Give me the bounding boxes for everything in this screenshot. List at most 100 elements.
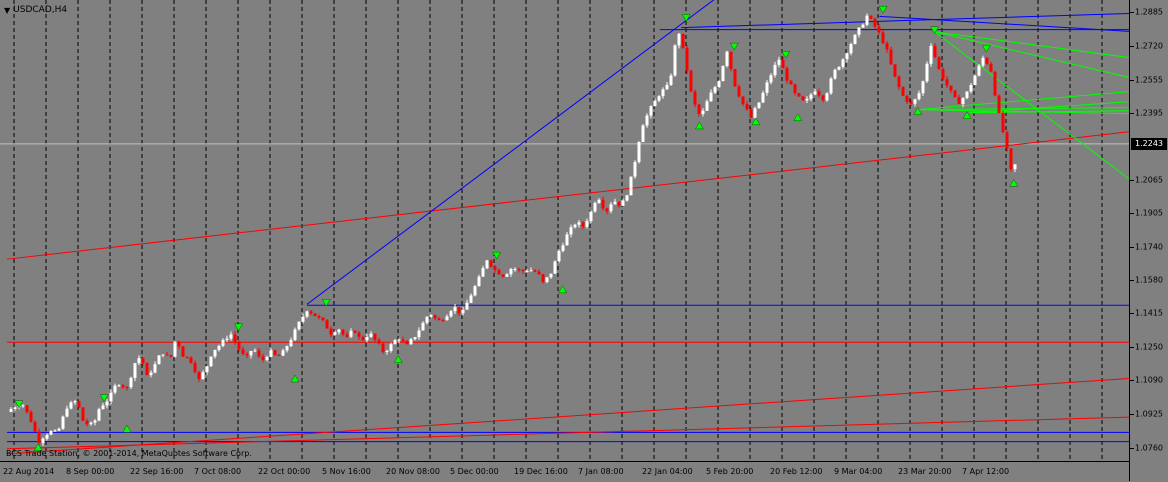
bear-candle — [233, 334, 237, 342]
bear-candle — [373, 333, 377, 340]
price-tick-mark — [1130, 347, 1134, 349]
price-axis[interactable]: 1.2885 1.2720 1.2555 1.2395 1.2065 1.1905 1.17… — [1129, 0, 1168, 481]
bull-candle — [625, 195, 629, 201]
bull-candle — [289, 339, 293, 347]
price-tick-mark — [1130, 279, 1134, 281]
fractal-up-marker — [234, 323, 244, 332]
chart-title[interactable]: ▼ USDCAD,H4 — [4, 3, 67, 17]
bear-candle — [197, 372, 201, 380]
price-tick-mark — [1130, 380, 1134, 382]
bull-candle — [853, 34, 857, 44]
bull-candle — [249, 350, 253, 356]
bear-candle — [1005, 132, 1009, 149]
price-chart-plot[interactable] — [0, 0, 1129, 461]
bear-candle — [441, 320, 445, 322]
trend-line[interactable] — [934, 31, 1129, 184]
bear-candle — [245, 353, 249, 356]
trend-line[interactable] — [934, 31, 1129, 59]
bear-candle — [693, 91, 697, 105]
bear-candle — [325, 320, 329, 329]
bear-candle — [1001, 112, 1005, 133]
bear-candle — [801, 96, 805, 101]
triangle-down-icon[interactable]: ▼ — [4, 5, 11, 15]
time-tick-label: 22 Aug 2014 — [3, 467, 55, 476]
trend-line[interactable] — [969, 110, 1129, 114]
bear-candle — [401, 339, 405, 342]
bear-candle — [353, 330, 357, 333]
bull-candle — [589, 211, 593, 222]
bear-candle — [433, 315, 437, 319]
bull-candle — [93, 420, 97, 423]
bull-candle — [761, 92, 765, 103]
bear-candle — [989, 63, 993, 72]
bull-candle — [225, 338, 229, 340]
bull-candle — [565, 234, 569, 246]
bull-candle — [925, 63, 929, 82]
trend-line[interactable] — [306, 0, 725, 305]
trend-line[interactable] — [917, 91, 1129, 111]
trend-line[interactable] — [879, 15, 1129, 32]
price-tick-label: 1.1250 — [1135, 342, 1163, 352]
bull-candle — [705, 101, 709, 111]
bull-candle — [961, 98, 965, 105]
trend-line[interactable] — [6, 416, 1129, 450]
bull-candle — [253, 350, 257, 352]
copyright-notice: BCS Trade Station, © 2001-2014, MetaQuot… — [6, 449, 252, 458]
bull-candle — [633, 162, 637, 177]
time-axis[interactable]: 22 Aug 2014 8 Sep 00:00 22 Sep 16:00 7 Oct … — [0, 461, 1129, 482]
bear-candle — [77, 401, 81, 408]
bull-candle — [661, 89, 665, 97]
fractal-markers — [14, 5, 1019, 451]
bull-candle — [613, 201, 617, 205]
bear-candle — [273, 350, 277, 356]
bear-candle — [877, 26, 881, 33]
bear-candle — [257, 350, 261, 357]
trend-line[interactable] — [681, 12, 1129, 29]
bull-candle — [549, 273, 553, 278]
bear-candle — [121, 385, 125, 388]
bull-candle — [213, 349, 217, 357]
bear-candle — [185, 356, 189, 358]
bear-candle — [321, 317, 325, 321]
bear-candle — [797, 93, 801, 97]
trend-line[interactable] — [934, 31, 1129, 79]
price-tick-label: 1.1090 — [1135, 375, 1163, 385]
bear-candle — [29, 412, 33, 422]
bull-candle — [669, 75, 673, 85]
bear-candle — [277, 355, 281, 357]
bull-candle — [153, 364, 157, 373]
drawing-objects[interactable] — [0, 0, 1129, 455]
bear-candle — [905, 95, 909, 102]
bear-candle — [37, 431, 41, 443]
bear-candle — [521, 269, 525, 272]
bear-candle — [893, 64, 897, 77]
bull-candle — [569, 227, 573, 235]
bull-candle — [393, 340, 397, 345]
time-tick-label: 9 Mar 04:00 — [834, 467, 883, 476]
bull-candle — [397, 339, 401, 341]
fractal-down-marker — [793, 113, 803, 121]
trend-line[interactable] — [6, 377, 1129, 455]
bull-candle — [649, 106, 653, 116]
bull-candle — [97, 409, 101, 421]
bear-candle — [489, 260, 493, 267]
price-tick-label: 1.0760 — [1135, 443, 1163, 453]
bull-candle — [929, 45, 933, 64]
bull-candle — [229, 334, 233, 339]
bull-candle — [1013, 164, 1017, 170]
fractal-down-marker — [122, 424, 132, 433]
bull-candle — [461, 309, 465, 314]
bull-candle — [429, 315, 433, 317]
bull-candle — [677, 33, 681, 46]
fractal-down-marker — [694, 121, 704, 130]
bull-candle — [585, 221, 589, 227]
price-tick-label: 1.2720 — [1135, 41, 1163, 51]
trend-line[interactable] — [969, 101, 1129, 114]
bull-candle — [969, 85, 973, 92]
bear-candle — [141, 358, 145, 364]
bull-candle — [645, 115, 649, 126]
bull-candle — [385, 350, 389, 353]
bull-candle — [621, 200, 625, 206]
trend-line[interactable] — [6, 131, 1129, 260]
